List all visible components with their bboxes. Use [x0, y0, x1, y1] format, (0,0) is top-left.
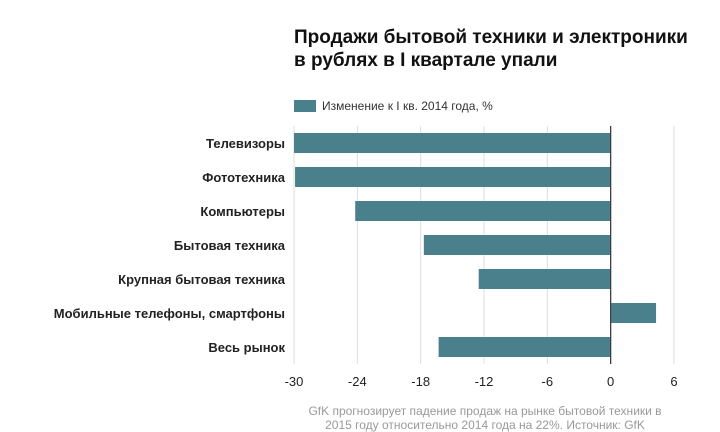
category-label: Телевизоры: [206, 136, 285, 151]
bar: [294, 133, 611, 153]
category-label: Компьютеры: [200, 204, 285, 219]
category-label: Фототехника: [202, 170, 286, 185]
legend: Изменение к I кв. 2014 года, %: [294, 99, 493, 113]
bar: [423, 235, 611, 255]
bar: [610, 303, 657, 323]
legend-swatch: [294, 100, 316, 112]
bar: [295, 167, 611, 187]
x-tick-label: -30: [285, 374, 304, 389]
bar: [438, 337, 611, 357]
category-label: Крупная бытовая техника: [118, 272, 286, 287]
x-tick-label: -24: [348, 374, 367, 389]
bar: [355, 201, 611, 221]
category-label: Бытовая техника: [174, 238, 286, 253]
source-note: GfK прогнозирует падение продаж на рынке…: [308, 404, 662, 432]
chart-title: Продажи бытовой техники и электроники в …: [294, 27, 688, 71]
x-tick-label: -12: [475, 374, 494, 389]
x-tick-label: 0: [607, 374, 614, 389]
category-label: Мобильные телефоны, смартфоны: [54, 306, 285, 321]
legend-label: Изменение к I кв. 2014 года, %: [322, 99, 493, 113]
x-tick-label: -18: [411, 374, 430, 389]
bar: [478, 269, 611, 289]
category-label: Весь рынок: [208, 340, 285, 355]
x-tick-label: -6: [542, 374, 554, 389]
x-tick-label: 6: [670, 374, 677, 389]
